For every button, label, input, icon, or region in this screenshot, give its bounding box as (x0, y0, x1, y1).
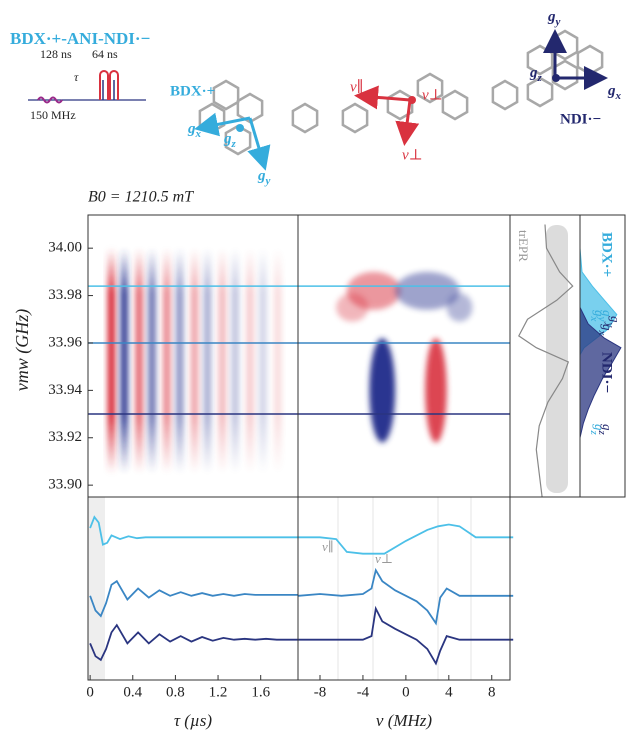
g-label: gx (588, 310, 607, 322)
ring (526, 76, 554, 108)
nu-label: ν⊥ (402, 147, 423, 163)
ring (224, 124, 252, 156)
x-tick-label: -8 (314, 684, 327, 700)
bdx-label: BDX·+ (170, 83, 215, 99)
trace (89, 515, 298, 546)
heat-stripe (175, 248, 184, 474)
x-axis-label: ν (MHz) (376, 711, 433, 730)
heat-blob (336, 293, 369, 322)
x-axis-label: τ (µs) (174, 711, 212, 730)
heat-stripe (135, 248, 144, 474)
g-label: gx (596, 324, 615, 336)
heatmap (336, 271, 473, 443)
pulse-label: τ (74, 70, 79, 84)
annotation: ν∥ (322, 539, 334, 554)
ring (441, 89, 469, 121)
legend-entry: BDX·+ (599, 232, 615, 277)
ring (236, 92, 264, 124)
pulse-sequence (28, 70, 146, 104)
y-tick-label: 33.96 (48, 334, 82, 350)
x-tick-label: 0 (402, 684, 410, 700)
g-label: gy (596, 310, 615, 322)
axis-label: gz (223, 131, 237, 149)
trepr-band (546, 225, 568, 493)
panel-frame (87, 496, 299, 681)
field-label: B0 = 1210.5 mT (88, 189, 194, 206)
spectrum (518, 224, 574, 498)
panel-label: trEPR (516, 230, 531, 262)
heat-stripe (120, 248, 129, 474)
heat-blob (425, 338, 447, 443)
heat-stripe (147, 248, 156, 474)
panel-frame (297, 214, 511, 498)
annotation: ν⊥ (375, 551, 393, 566)
x-tick-label: 4 (445, 684, 453, 700)
g-label: gz (588, 424, 607, 436)
title: BDX·+-ANI-NDI·− (10, 29, 150, 48)
axis-label: gx (607, 83, 622, 101)
x-tick-label: 1.6 (251, 684, 270, 700)
pulse-label: 64 ns (92, 47, 118, 61)
g-label: gz (596, 424, 615, 436)
nu-label: ν⊥ (422, 87, 443, 103)
panel-frame (579, 214, 626, 498)
y-tick-label: 34.00 (48, 240, 82, 256)
panel-frame (297, 496, 511, 681)
ring (491, 79, 519, 111)
heatmap (107, 248, 282, 474)
ring (416, 72, 444, 104)
x-tick-label: 0.8 (166, 684, 185, 700)
ndi-label: NDI·− (560, 111, 601, 127)
x-tick-label: 1.2 (209, 684, 228, 700)
trace (89, 579, 298, 618)
heat-stripe (162, 248, 171, 474)
ring (341, 102, 369, 134)
heat-stripe (246, 248, 255, 474)
x-tick-label: 8 (488, 684, 496, 700)
axis-label: gy (547, 9, 561, 27)
heat-blob (395, 271, 460, 310)
heat-stripe (218, 248, 227, 474)
heat-stripe (107, 248, 116, 474)
g-label: gy (604, 316, 623, 328)
axis-label: gx (187, 121, 202, 139)
y-tick-label: 33.98 (48, 287, 82, 303)
y-tick-label: 33.94 (48, 382, 82, 398)
nu-label: ν∥ (350, 78, 364, 95)
trace (298, 605, 514, 666)
molecule (198, 29, 604, 156)
ring (551, 29, 579, 61)
heat-stripe (190, 248, 199, 474)
heat-blob (446, 293, 473, 322)
heat-blob (369, 338, 396, 443)
legend-entry: NDI·− (599, 352, 615, 393)
ring (576, 44, 604, 76)
trace (89, 623, 298, 662)
ring (291, 102, 319, 134)
heat-stripe (231, 248, 240, 474)
axis-label: gy (257, 168, 271, 186)
heat-stripe (273, 248, 282, 474)
pulse-label: 150 MHz (30, 108, 76, 122)
trace (298, 523, 514, 555)
x-tick-label: -4 (357, 684, 370, 700)
axis-label: gz (529, 65, 543, 83)
x-tick-label: 0.4 (123, 684, 142, 700)
y-tick-label: 33.92 (48, 429, 82, 445)
x-tick-label: 0 (86, 684, 94, 700)
y-axis-label: νmw (GHz) (12, 309, 33, 392)
axes-arrows (194, 29, 608, 171)
ring (212, 79, 240, 111)
heat-stripe (203, 248, 212, 474)
trace (298, 567, 514, 626)
heat-stripe (258, 248, 267, 474)
pulse-label: 128 ns (40, 47, 72, 61)
dead-time (88, 497, 105, 680)
y-tick-label: 33.90 (48, 477, 82, 493)
